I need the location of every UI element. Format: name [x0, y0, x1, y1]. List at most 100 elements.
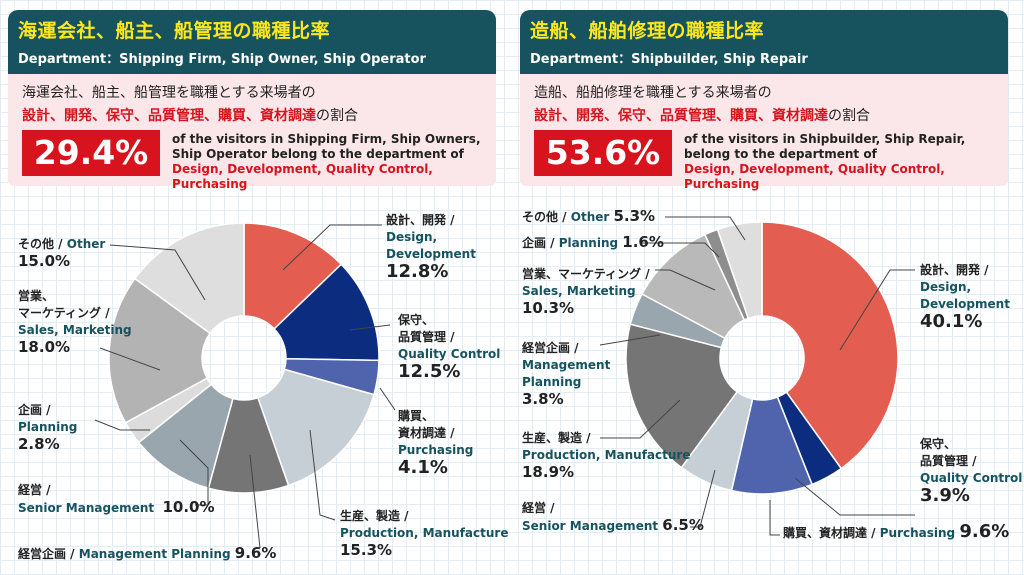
label-jp: マーケティング / [18, 306, 110, 320]
leader-line [94, 419, 150, 431]
leader-line [640, 242, 720, 258]
label-en: Purchasing [879, 526, 956, 540]
label-en: Development [386, 247, 476, 261]
label-value: 6.5% [662, 516, 704, 534]
label-planning: 企画 / Planning 1.6% [522, 234, 664, 252]
label-en: Design, [386, 230, 438, 244]
summary-description: of the visitors in Shipbuilder, Ship Rep… [684, 132, 1008, 192]
label-other: その他 / Other 15.0% [18, 236, 105, 270]
label-jp: 企画 / [18, 403, 51, 417]
label-en: Management [522, 358, 611, 372]
leader-line [99, 347, 161, 371]
label-jp: 経営企画 / [18, 547, 79, 561]
leader-line [309, 429, 336, 521]
label-en: Management Planning [78, 547, 231, 561]
leader-line [349, 324, 391, 331]
label-value: 3.8% [522, 390, 564, 408]
label-value: 15.0% [18, 252, 71, 270]
leader-line [179, 439, 209, 506]
intro-red: 設計、開発、保守、品質管理、購買、資材調達 [22, 108, 316, 124]
intro-highlight: 設計、開発、保守、品質管理、購買、資材調達の割合 [534, 105, 870, 125]
label-en: Planning [522, 375, 582, 389]
intro-red: 設計、開発、保守、品質管理、購買、資材調達 [534, 108, 828, 124]
summary-percent: 53.6% [534, 130, 672, 176]
label-jp: 資材調達 / [398, 426, 455, 440]
label-value: 5.3% [613, 207, 656, 225]
leader-line [249, 454, 261, 549]
label-other: その他 / Other 5.3% [522, 208, 655, 226]
leader-line [690, 469, 716, 528]
intro-text: 造船、船舶修理を職種とする来場者の [534, 85, 772, 101]
donut-chart-shipbuilder [625, 221, 899, 495]
leader-line [769, 500, 780, 536]
label-en: Other [570, 210, 610, 224]
leader-line [379, 387, 396, 411]
label-en: Purchasing [398, 443, 474, 457]
label-jp: 設計、開発 / [920, 263, 989, 277]
label-en: Development [920, 297, 1010, 311]
label-en: Production, Manufacture [522, 448, 691, 462]
pie-slice [625, 323, 739, 469]
label-management-planning: 経営企画 / Management Planning 9.6% [18, 545, 276, 563]
panel-title-jp: 海運会社、船主、船管理の職種比率 [18, 20, 331, 42]
label-purchasing: 購買、資材調達 / Purchasing 9.6% [783, 523, 1009, 542]
label-jp: 購買、 [398, 409, 435, 423]
label-en: Sales, Marketing [522, 284, 636, 298]
label-senior-management: 経営 / Senior Management 6.5% [522, 500, 704, 535]
desc-line-2: Ship Operator belong to the department o… [172, 147, 464, 161]
label-jp: 経営 / [522, 501, 555, 515]
label-jp: その他 / [18, 237, 67, 251]
leader-line [600, 399, 681, 439]
label-en: Design, [920, 280, 972, 294]
label-jp: 生産、製造 / [340, 509, 409, 523]
label-design: 設計、開発 / Design, Development 12.8% [386, 212, 476, 281]
panel-title-en: Department：Shipbuilder, Ship Repair [530, 52, 808, 67]
donut-chart-shipping [108, 222, 380, 494]
label-value: 10.0% [162, 498, 215, 516]
leader-line [655, 269, 716, 291]
label-planning: 企画 / Planning 2.8% [18, 402, 77, 453]
summary-description: of the visitors in Shipping Firm, Ship O… [172, 132, 496, 192]
label-en: Production, Manufacture [340, 526, 509, 540]
label-value: 3.9% [920, 485, 970, 506]
panel-header: 造船、船舶修理の職種比率 Department：Shipbuilder, Shi… [520, 10, 1008, 74]
panel-title-jp: 造船、船舶修理の職種比率 [530, 20, 765, 42]
label-sales: 営業、 マーケティング / Sales, Marketing 18.0% [18, 288, 132, 356]
label-jp: 企画 / [522, 236, 559, 250]
panel-header: 海運会社、船主、船管理の職種比率 Department：Shipping Fir… [8, 10, 496, 74]
intro-tail: の割合 [316, 108, 358, 124]
label-management-planning: 経営企画 / Management Planning 3.8% [522, 340, 610, 408]
summary-box: 海運会社、船主、船管理を職種とする来場者の 設計、開発、保守、品質管理、購買、資… [8, 74, 496, 191]
label-jp: 経営企画 / [522, 341, 579, 355]
leader-line [109, 244, 206, 301]
label-value: 18.0% [18, 338, 71, 356]
intro-tail: の割合 [828, 108, 870, 124]
leader-line [282, 224, 382, 271]
label-en: Senior Management [18, 501, 155, 515]
label-en: Planning [558, 236, 619, 250]
label-senior-management: 経営 / Senior Management 10.0% [18, 482, 215, 517]
label-en: Planning [18, 420, 78, 434]
label-en: Quality Control [920, 471, 1023, 485]
label-value: 9.6% [234, 544, 277, 562]
pie-slice [761, 221, 899, 470]
label-value: 15.3% [340, 541, 393, 559]
desc-line-1: of the visitors in Shipping Firm, Ship O… [172, 132, 481, 146]
label-value: 2.8% [18, 435, 60, 453]
label-jp: 保守、 [920, 437, 957, 451]
pie-slice [133, 222, 245, 335]
desc-line-3: Design, Development, Quality Control, Pu… [684, 162, 945, 191]
pie-slice [243, 222, 343, 330]
intro-text: 海運会社、船主、船管理を職種とする来場者の [22, 85, 316, 101]
panel-title-en: Department：Shipping Firm, Ship Owner, Sh… [18, 52, 426, 67]
label-production: 生産、製造 / Production, Manufacture 15.3% [340, 508, 508, 559]
label-purchasing: 購買、 資材調達 / Purchasing 4.1% [398, 408, 474, 478]
label-jp: 品質管理 / [398, 330, 455, 344]
label-quality-control: 保守、 品質管理 / Quality Control 12.5% [398, 312, 500, 381]
label-value: 4.1% [398, 457, 448, 478]
label-jp: 品質管理 / [920, 454, 977, 468]
label-en: Senior Management [522, 519, 659, 533]
leader-line [665, 216, 746, 241]
label-jp: 営業、 [18, 289, 55, 303]
